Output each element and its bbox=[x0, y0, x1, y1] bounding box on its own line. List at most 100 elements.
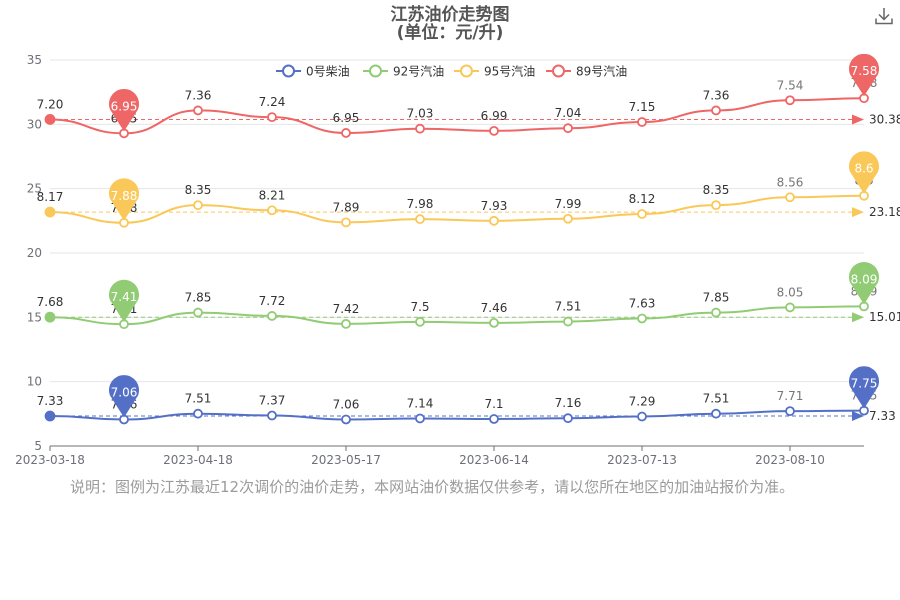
max-pin-marker-label: 8.6 bbox=[854, 162, 873, 176]
min-pin-marker bbox=[109, 279, 139, 323]
data-label: 7.51 bbox=[185, 392, 212, 406]
min-pin-marker-label: 7.41 bbox=[111, 290, 138, 304]
min-pin-marker-label: 7.06 bbox=[111, 385, 138, 399]
data-point bbox=[44, 311, 56, 323]
data-label: 7.24 bbox=[259, 95, 286, 109]
average-label: 23.18 bbox=[869, 205, 900, 219]
data-label: 6.99 bbox=[481, 109, 508, 123]
min-pin-marker bbox=[109, 178, 139, 221]
data-label: 7.15 bbox=[629, 100, 656, 114]
legend-swatch-dot bbox=[369, 64, 382, 78]
data-label: 6.95 bbox=[333, 111, 360, 125]
data-label: 7.29 bbox=[629, 395, 656, 409]
data-point bbox=[711, 200, 721, 211]
data-point bbox=[193, 200, 203, 211]
data-point bbox=[415, 413, 425, 424]
series-line bbox=[49, 97, 865, 135]
data-point bbox=[341, 414, 351, 425]
data-point bbox=[44, 206, 56, 218]
data-point bbox=[489, 215, 499, 226]
data-label: 7.1 bbox=[484, 397, 503, 411]
data-point bbox=[563, 213, 573, 224]
series-line bbox=[49, 194, 865, 224]
chart-unit-subtitle: (单位：元/升) bbox=[396, 23, 504, 43]
data-point bbox=[489, 317, 499, 328]
legend-swatch-dot bbox=[282, 64, 295, 78]
x-tick-label: 2023-07-13 bbox=[607, 453, 677, 467]
average-arrow bbox=[852, 114, 864, 125]
data-point bbox=[785, 406, 795, 417]
min-pin-marker-label: 7.88 bbox=[111, 189, 138, 203]
average-label: 30.38 bbox=[869, 112, 900, 126]
series-line bbox=[49, 409, 865, 421]
y-tick-label: 15 bbox=[27, 310, 42, 324]
data-label: 7.36 bbox=[185, 88, 212, 102]
average-arrow bbox=[852, 312, 864, 323]
data-point bbox=[489, 125, 499, 136]
data-label: 7.37 bbox=[259, 394, 286, 408]
chart-footnote: 说明：图例为江苏最近12次调价的油价走势，本网站油价数据仅供参考，请以您所在地区… bbox=[70, 478, 795, 496]
data-label: 7.54 bbox=[777, 78, 804, 92]
data-label: 7.16 bbox=[555, 396, 582, 410]
data-label: 8.17 bbox=[37, 190, 64, 204]
data-label: 7.36 bbox=[703, 88, 730, 102]
data-label: 8.35 bbox=[185, 183, 212, 197]
series-line bbox=[49, 305, 865, 326]
data-point bbox=[563, 123, 573, 134]
data-point bbox=[267, 112, 277, 123]
data-label: 7.46 bbox=[481, 301, 508, 315]
legend-item-label: 92号汽油 bbox=[393, 64, 444, 79]
data-point bbox=[341, 217, 351, 228]
legend-item-label: 0号柴油 bbox=[306, 65, 350, 79]
data-label: 7.51 bbox=[703, 392, 730, 406]
max-pin-marker-label: 8.09 bbox=[851, 272, 878, 286]
data-label: 7.99 bbox=[555, 197, 582, 211]
legend-swatch-dot bbox=[460, 64, 473, 78]
data-label: 8.35 bbox=[703, 183, 730, 197]
data-point bbox=[489, 414, 499, 424]
data-point bbox=[637, 313, 647, 324]
data-label: 7.93 bbox=[481, 199, 508, 213]
data-label: 7.06 bbox=[333, 397, 360, 411]
x-tick-label: 2023-08-10 bbox=[755, 453, 825, 467]
average-label: 15.01 bbox=[869, 310, 900, 324]
data-label: 7.14 bbox=[407, 396, 434, 410]
data-label: 8.05 bbox=[777, 285, 804, 299]
x-tick-label: 2023-05-17 bbox=[311, 453, 381, 467]
data-point bbox=[267, 410, 277, 421]
data-label: 8.21 bbox=[259, 188, 286, 202]
data-point bbox=[341, 128, 351, 138]
data-point bbox=[711, 408, 721, 419]
data-point bbox=[637, 209, 647, 219]
x-tick-label: 2023-03-18 bbox=[15, 453, 85, 467]
data-point bbox=[415, 123, 425, 134]
average-arrow bbox=[852, 207, 864, 218]
data-point bbox=[711, 105, 721, 116]
data-point bbox=[785, 192, 795, 203]
y-tick-label: 30 bbox=[27, 117, 42, 131]
data-point bbox=[267, 205, 277, 216]
min-pin-marker bbox=[109, 88, 139, 132]
data-point bbox=[415, 214, 425, 225]
data-label: 7.20 bbox=[37, 97, 64, 111]
legend-swatch-dot bbox=[552, 64, 565, 78]
data-label: 7.71 bbox=[777, 389, 804, 403]
download-icon[interactable] bbox=[874, 6, 894, 26]
chart-title: 江苏油价走势图 bbox=[390, 5, 510, 25]
data-label: 8.12 bbox=[629, 192, 656, 206]
data-point bbox=[785, 95, 795, 106]
data-point bbox=[415, 316, 425, 327]
max-pin-marker bbox=[849, 151, 879, 194]
max-pin-marker bbox=[849, 366, 879, 409]
y-tick-label: 5 bbox=[34, 439, 42, 453]
data-label: 7.98 bbox=[407, 197, 434, 211]
y-tick-label: 10 bbox=[27, 375, 42, 389]
data-label: 7.5 bbox=[410, 300, 429, 314]
data-label: 7.51 bbox=[555, 300, 582, 314]
data-label: 7.89 bbox=[333, 200, 360, 214]
data-label: 8.56 bbox=[777, 175, 804, 189]
max-pin-marker-label: 7.58 bbox=[851, 64, 878, 78]
x-tick-label: 2023-04-18 bbox=[163, 453, 233, 467]
data-point bbox=[711, 307, 721, 318]
